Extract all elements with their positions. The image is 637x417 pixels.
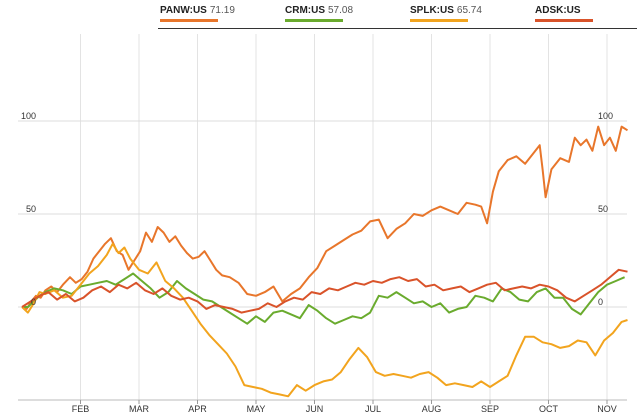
y-tick-label: 0: [598, 297, 603, 307]
legend-item-splk[interactable]: SPLK:US 65.74: [410, 5, 482, 22]
x-tick-label: SEP: [481, 404, 499, 414]
legend-value: 71.19: [209, 5, 235, 16]
x-axis-ticks: FEB MAR APR MAY JUN JUL AUG SEP OCT NOV: [72, 400, 617, 414]
chart-legend: PANW:US 71.19 CRM:US 57.08 SPLK:US 65.74 AD…: [0, 0, 637, 30]
x-tick-label: MAR: [129, 404, 150, 414]
y-tick-label: 100: [598, 111, 613, 121]
legend-item-crm[interactable]: CRM:US 57.08: [285, 5, 354, 22]
y-tick-label: 50: [26, 204, 36, 214]
legend-symbol: PANW:US: [160, 5, 207, 16]
chart-series: [21, 125, 629, 398]
legend-swatch: [160, 19, 218, 22]
legend-swatch: [535, 19, 593, 22]
legend-symbol: CRM:US: [285, 5, 325, 16]
x-tick-label: OCT: [539, 404, 559, 414]
legend-item-panw[interactable]: PANW:US 71.19: [160, 5, 235, 22]
series-line-adskus: [21, 268, 628, 314]
x-tick-label: MAY: [247, 404, 266, 414]
legend-symbol: ADSK:US: [535, 5, 581, 16]
chart-grid: [18, 34, 627, 401]
series-line-splkus: [21, 242, 628, 398]
y-axis-ticks: 100 100 50 50 0 0: [21, 111, 613, 307]
y-tick-label: 100: [21, 111, 36, 121]
legend-value: 65.74: [456, 5, 482, 16]
legend-symbol: SPLK:US: [410, 5, 454, 16]
series-line-panwus: [21, 125, 629, 310]
x-tick-label: APR: [188, 404, 207, 414]
series-line-crmus: [22, 272, 625, 325]
legend-item-adsk[interactable]: ADSK:US: [535, 5, 593, 22]
x-tick-label: JUL: [365, 404, 381, 414]
legend-swatch: [410, 19, 468, 22]
x-tick-label: JUN: [306, 404, 324, 414]
y-tick-label: 0: [31, 297, 36, 307]
x-tick-label: AUG: [422, 404, 442, 414]
legend-divider: [158, 28, 637, 29]
x-tick-label: FEB: [72, 404, 90, 414]
y-tick-label: 50: [598, 204, 608, 214]
legend-value: 57.08: [328, 5, 354, 16]
x-tick-label: NOV: [597, 404, 617, 414]
legend-swatch: [285, 19, 343, 22]
